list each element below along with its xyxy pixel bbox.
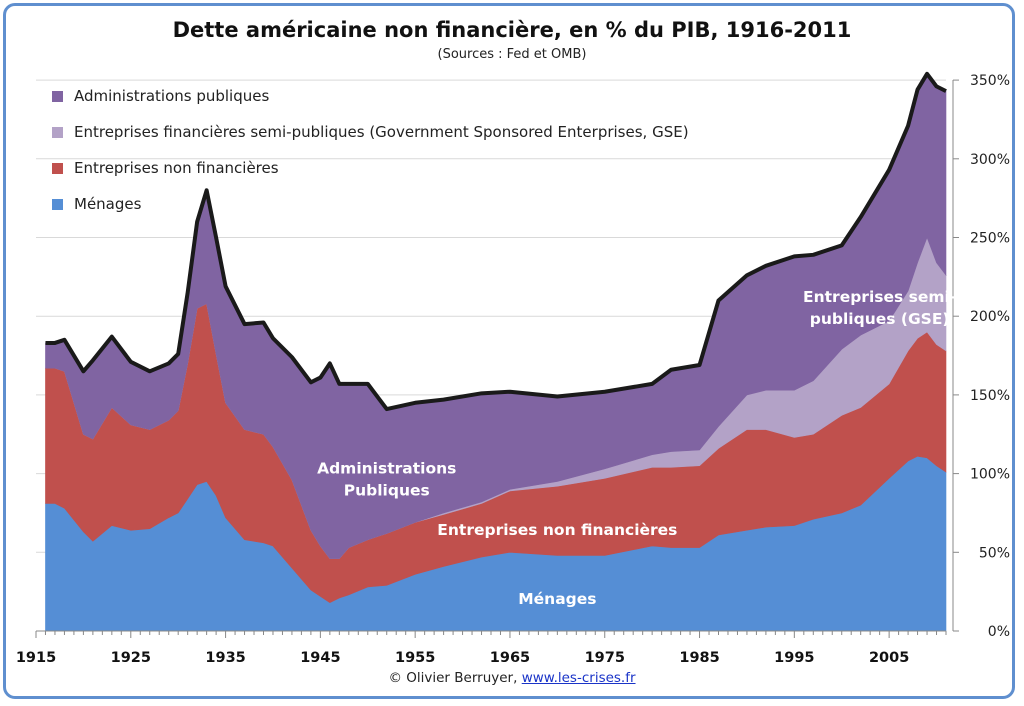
x-tick-label: 2005 xyxy=(869,650,909,666)
x-tick-label: 1995 xyxy=(774,650,814,666)
x-tick-label: 1965 xyxy=(490,650,530,666)
y-tick-label: 50% xyxy=(979,545,1010,561)
area-annotation: Ménages xyxy=(518,590,596,608)
legend-entry: Entreprises financières semi-publiques (… xyxy=(74,123,689,141)
x-tick-label: 1945 xyxy=(300,650,340,666)
x-tick-label: 1925 xyxy=(111,650,151,666)
x-tick-label: 1915 xyxy=(16,650,56,666)
x-tick-label: 1955 xyxy=(395,650,435,666)
y-tick-label: 0% xyxy=(988,624,1010,640)
area-annotation: Publiques xyxy=(344,482,430,500)
y-tick-label: 350% xyxy=(970,73,1010,89)
area-series xyxy=(45,73,947,632)
legend-swatch xyxy=(52,127,63,138)
y-tick-label: 200% xyxy=(970,309,1010,325)
legend-entry: Entreprises non financières xyxy=(74,159,279,177)
legend-swatch xyxy=(52,199,63,210)
legend-entry: Ménages xyxy=(74,195,142,213)
legend-swatch xyxy=(52,91,63,102)
legend-swatch xyxy=(52,163,63,174)
annotations: Administrations Publiques Entreprises non … xyxy=(317,288,956,608)
chart-title: Dette américaine non financière, en % du… xyxy=(172,18,852,42)
area-annotation: publiques (GSE) xyxy=(810,310,950,328)
credit-line: © Olivier Berruyer, www.les-crises.fr xyxy=(0,670,1024,686)
y-tick-label: 100% xyxy=(970,467,1010,483)
area-annotation: Entreprises semi- xyxy=(803,288,956,306)
total-debt-line xyxy=(45,71,947,412)
legend-entry: Administrations publiques xyxy=(74,87,269,105)
x-tick-label: 1935 xyxy=(205,650,245,666)
y-tick-label: 250% xyxy=(970,231,1010,247)
chart-subtitle: (Sources : Fed et OMB) xyxy=(437,47,587,62)
total-line-layer xyxy=(45,71,947,412)
y-tick-label: 300% xyxy=(970,152,1010,168)
y-tick-label: 150% xyxy=(970,388,1010,404)
axes: 0% 50% 100% 150% 200% 250% 300% 350% 1915 1925 193… xyxy=(16,73,1010,666)
area-annotation: Administrations xyxy=(317,460,456,478)
x-tick-label: 1975 xyxy=(585,650,625,666)
credit-text: © Olivier Berruyer, xyxy=(388,670,522,686)
area-annotation: Entreprises non financières xyxy=(437,521,677,539)
x-tick-label: 1985 xyxy=(679,650,719,666)
credit-link[interactable]: www.les-crises.fr xyxy=(521,670,636,686)
legend: Administrations publiques Entreprises fin… xyxy=(52,87,689,213)
